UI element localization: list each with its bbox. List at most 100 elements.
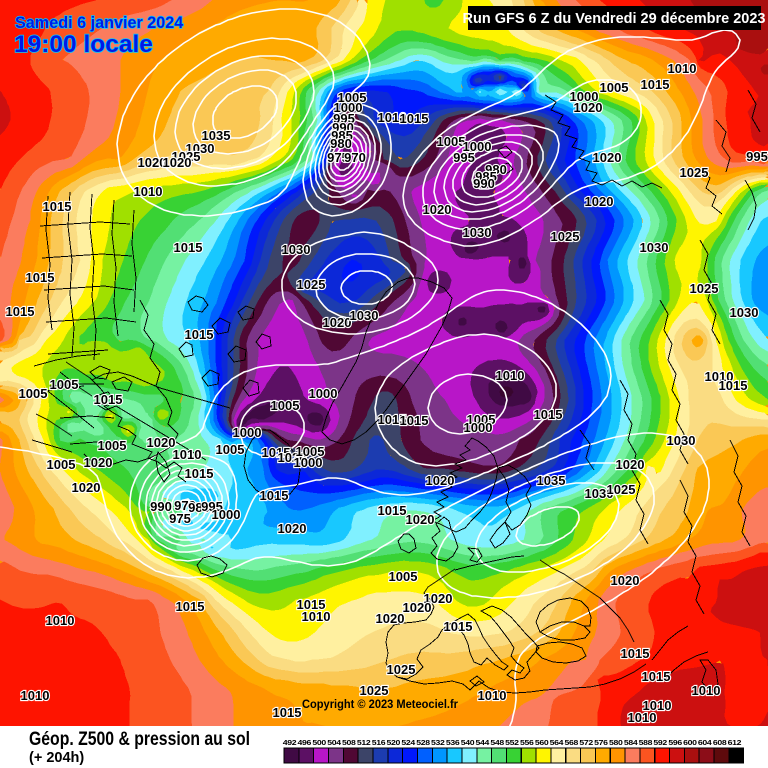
svg-text:1025: 1025 (360, 683, 389, 698)
svg-text:1005: 1005 (600, 80, 629, 95)
svg-text:1000: 1000 (570, 89, 599, 104)
svg-text:1020: 1020 (278, 521, 307, 536)
svg-text:1015: 1015 (26, 270, 55, 285)
svg-text:1020: 1020 (593, 150, 622, 165)
svg-text:1000: 1000 (463, 139, 492, 154)
svg-text:1015: 1015 (642, 669, 671, 684)
svg-text:990: 990 (150, 499, 172, 514)
svg-text:1005: 1005 (216, 442, 245, 457)
svg-text:995: 995 (333, 111, 355, 126)
svg-text:1015: 1015 (262, 445, 291, 460)
svg-text:540: 540 (461, 738, 475, 747)
svg-text:1015: 1015 (621, 646, 650, 661)
svg-text:552: 552 (505, 738, 519, 747)
svg-text:1015: 1015 (6, 304, 35, 319)
svg-text:564: 564 (550, 738, 565, 747)
svg-text:975: 975 (327, 150, 349, 165)
svg-text:1005: 1005 (98, 438, 127, 453)
svg-text:1015: 1015 (400, 111, 429, 126)
svg-text:1025: 1025 (172, 149, 201, 164)
svg-text:608: 608 (713, 738, 727, 747)
svg-text:995: 995 (746, 149, 768, 164)
svg-text:1010: 1010 (173, 447, 202, 462)
svg-text:1020: 1020 (611, 573, 640, 588)
svg-text:970: 970 (174, 498, 196, 513)
svg-text:500: 500 (312, 738, 326, 747)
svg-text:1020: 1020 (323, 315, 352, 330)
svg-text:1015: 1015 (297, 597, 326, 612)
svg-text:970: 970 (344, 150, 366, 165)
svg-text:584: 584 (624, 738, 639, 747)
svg-text:1000: 1000 (212, 507, 241, 522)
svg-text:995: 995 (201, 499, 223, 514)
svg-text:568: 568 (565, 738, 579, 747)
svg-text:1025: 1025 (680, 165, 709, 180)
svg-text:Samedi 6 janvier 2024: Samedi 6 janvier 2024 (15, 14, 183, 32)
svg-text:536: 536 (446, 738, 460, 747)
svg-text:1005: 1005 (338, 90, 367, 105)
svg-text:512: 512 (357, 738, 371, 747)
svg-text:556: 556 (520, 738, 534, 747)
svg-text:1030: 1030 (730, 305, 759, 320)
svg-text:1010: 1010 (478, 688, 507, 703)
svg-text:1000: 1000 (464, 420, 493, 435)
svg-text:1005: 1005 (271, 398, 300, 413)
svg-text:Copyright © 2023 Meteociel.fr: Copyright © 2023 Meteociel.fr (302, 697, 458, 711)
svg-text:1015: 1015 (400, 413, 429, 428)
svg-text:990: 990 (332, 120, 354, 135)
svg-text:1005: 1005 (389, 569, 418, 584)
svg-text:1010: 1010 (668, 61, 697, 76)
svg-text:1020: 1020 (403, 600, 432, 615)
svg-text:1025: 1025 (551, 229, 580, 244)
svg-text:1015: 1015 (641, 77, 670, 92)
svg-text:1005: 1005 (437, 134, 466, 149)
svg-text:1020: 1020 (406, 512, 435, 527)
svg-text:612: 612 (728, 738, 742, 747)
svg-text:985: 985 (475, 169, 497, 184)
svg-text:1020: 1020 (84, 455, 113, 470)
svg-text:1015: 1015 (444, 619, 473, 634)
svg-text:572: 572 (579, 738, 593, 747)
svg-text:1005: 1005 (467, 412, 496, 427)
svg-text:1015: 1015 (378, 503, 407, 518)
svg-text:1025: 1025 (387, 662, 416, 677)
svg-text:508: 508 (342, 738, 356, 747)
svg-text:1005: 1005 (19, 386, 48, 401)
svg-text:1015: 1015 (43, 199, 72, 214)
svg-text:1010: 1010 (21, 688, 50, 703)
svg-text:1000: 1000 (309, 386, 338, 401)
svg-text:1010: 1010 (378, 110, 407, 125)
svg-text:1030: 1030 (667, 433, 696, 448)
svg-text:544: 544 (476, 738, 491, 747)
svg-text:492: 492 (283, 738, 297, 747)
svg-text:1015: 1015 (378, 412, 407, 427)
svg-text:1020: 1020 (424, 591, 453, 606)
svg-text:1020: 1020 (585, 194, 614, 209)
svg-text:980: 980 (330, 136, 352, 151)
svg-text:1010: 1010 (643, 698, 672, 713)
svg-text:1030: 1030 (585, 486, 614, 501)
svg-text:516: 516 (372, 738, 386, 747)
svg-text:980: 980 (188, 500, 210, 515)
svg-text:1010: 1010 (692, 683, 721, 698)
svg-text:1020: 1020 (163, 155, 192, 170)
svg-text:1015: 1015 (185, 466, 214, 481)
svg-text:1000: 1000 (233, 425, 262, 440)
svg-text:1010: 1010 (705, 369, 734, 384)
svg-text:528: 528 (416, 738, 430, 747)
svg-text:995: 995 (453, 150, 475, 165)
svg-text:1010: 1010 (628, 710, 657, 725)
svg-text:1010: 1010 (496, 368, 525, 383)
svg-text:1020: 1020 (278, 450, 307, 465)
svg-text:1030: 1030 (463, 225, 492, 240)
svg-text:1020: 1020 (426, 473, 455, 488)
svg-text:1035: 1035 (202, 128, 231, 143)
svg-text:(+ 204h): (+ 204h) (29, 750, 84, 766)
svg-text:980: 980 (485, 162, 507, 177)
svg-text:1000: 1000 (334, 100, 363, 115)
svg-text:1005: 1005 (50, 377, 79, 392)
svg-text:1020: 1020 (138, 155, 167, 170)
svg-text:1015: 1015 (94, 392, 123, 407)
svg-text:1020: 1020 (72, 480, 101, 495)
svg-text:1005: 1005 (47, 457, 76, 472)
